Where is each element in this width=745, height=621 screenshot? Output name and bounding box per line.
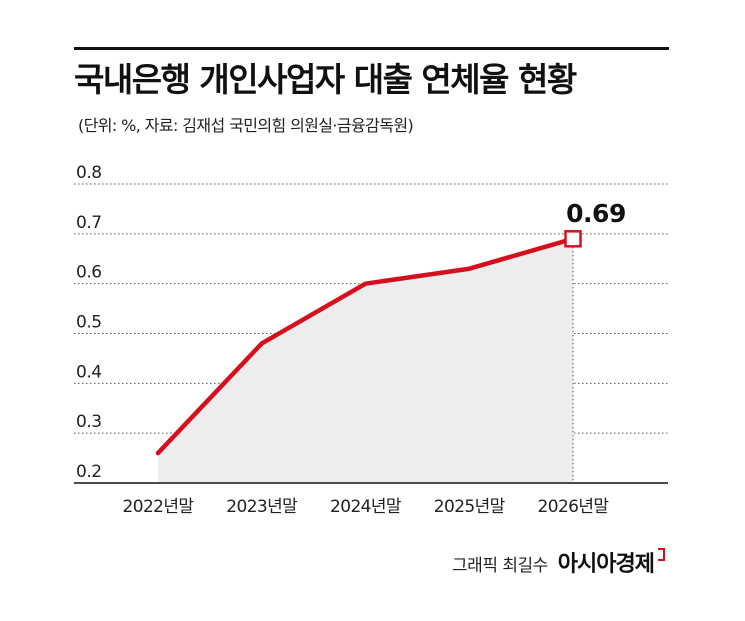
y-tick-label: 0.2 [76,462,102,482]
x-tick-label: 2024년말 [330,497,402,517]
y-tick-label: 0.4 [76,362,102,382]
brand-logo: 아시아경제 [558,546,665,578]
x-tick-label: 2023년말 [226,497,298,517]
credit: 그래픽 최길수 아시아경제 [452,546,665,578]
area-fill [158,238,573,483]
top-rule [74,47,669,50]
x-tick-label: 2025년말 [434,497,506,517]
brand-name: 아시아경제 [557,552,655,577]
highlight-marker [564,230,582,248]
y-tick-label: 0.7 [76,213,102,233]
y-tick-label: 0.5 [76,313,102,333]
chart-subtitle: (단위: %, 자료: 김재섭 국민의힘 의원실·금융감독원) [78,116,414,135]
y-tick-label: 0.8 [76,163,102,183]
x-tick-label: 2022년말 [123,497,195,517]
chart-title: 국내은행 개인사업자 대출 연체율 현황 [74,60,577,99]
data-label: 0.69 [566,199,626,228]
series-line [155,236,576,456]
x-tick-label: 2026년말 [538,497,610,517]
brand-mark-icon [658,548,665,561]
graphic-credit: 그래픽 최길수 [452,556,548,576]
y-tick-label: 0.3 [76,412,102,432]
y-tick-label: 0.6 [76,263,102,283]
